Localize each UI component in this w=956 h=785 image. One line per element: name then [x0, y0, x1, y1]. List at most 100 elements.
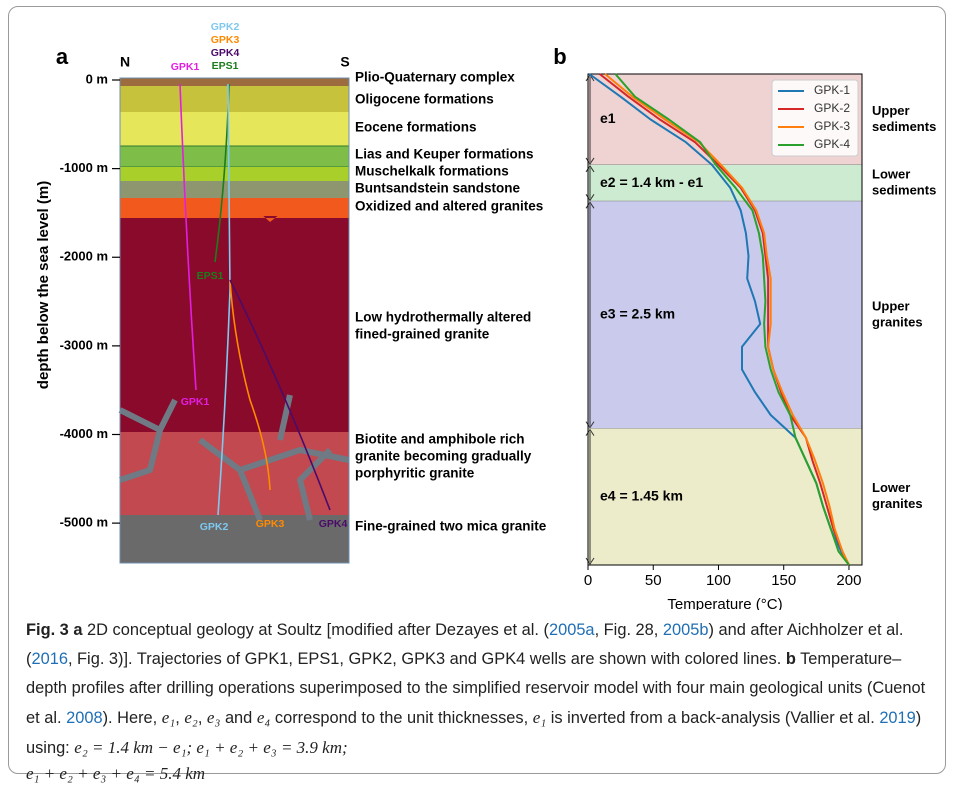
geology-layer: [120, 181, 349, 198]
x-tick-label: 200: [836, 572, 861, 589]
layer-name: Fine-grained two mica granite: [355, 519, 547, 534]
caption-run: Temperature–depth profiles after drillin…: [26, 650, 926, 727]
well-label: GPK3: [211, 34, 240, 46]
x-tick-label: 50: [645, 572, 662, 589]
legend-label: GPK-2: [814, 101, 850, 115]
zone-label: e1: [600, 110, 616, 126]
geology-layer: [119, 145, 350, 168]
well-label: GPK2: [200, 521, 229, 533]
temperature-profile: [614, 73, 850, 566]
caption-run: ,: [197, 709, 207, 727]
oxidized-boundary: [120, 200, 349, 222]
well-trajectory: [229, 279, 271, 491]
caption: Fig. 3 a 2D conceptual geology at Soultz…: [26, 616, 936, 785]
caption-run: correspond to the unit thicknesses,: [270, 709, 533, 727]
zone-band: [588, 428, 862, 565]
zone-label: e3 = 2.5 km: [600, 306, 675, 322]
layer-name: Eocene formations: [355, 120, 477, 135]
y-tick-label: -4000 m: [60, 426, 108, 441]
caption-run: and: [220, 709, 257, 727]
well-label: GPK3: [256, 518, 285, 530]
y-tick-label: -2000 m: [60, 249, 108, 264]
caption-run: e₄: [256, 708, 271, 727]
layer-name: fined-grained granite: [355, 327, 490, 342]
caption-run: e₁ + e₂ + e₃ + e₄ = 5.4 km: [26, 764, 206, 783]
layer-name: granite becoming gradually: [355, 449, 532, 464]
layer-name: Oxidized and altered granites: [355, 199, 543, 214]
layer-name: Plio-Quaternary complex: [355, 70, 515, 85]
well-label: GPK4: [211, 47, 240, 59]
arrow-head: [585, 165, 595, 202]
y-axis-label: depth below the sea level (m): [35, 181, 52, 389]
temperature-profile: [604, 73, 850, 566]
arrow-head: [585, 428, 595, 565]
figure-frame: [8, 6, 946, 774]
well-label: GPK1: [181, 396, 210, 408]
geology-layer: [120, 167, 349, 181]
y-tick-label: -1000 m: [60, 160, 108, 175]
panel-label: a: [56, 44, 69, 69]
caption-run: e₁: [532, 708, 547, 727]
zone-label: e2 = 1.4 km - e1: [600, 174, 703, 190]
caption-run: b: [785, 650, 796, 668]
y-tick-label: -3000 m: [60, 337, 108, 352]
caption-run: 2008: [66, 709, 103, 727]
legend-label: GPK-4: [814, 137, 850, 151]
caption-run: 2016: [31, 650, 68, 668]
unit-label: sediments: [872, 183, 936, 198]
caption-run: 2019: [879, 709, 916, 727]
x-tick-label: 0: [584, 572, 592, 589]
legend-label: GPK-1: [814, 83, 850, 97]
caption-run: ). Here,: [102, 709, 162, 727]
caption-run: 2D conceptual geology at Soultz [modifie…: [82, 621, 549, 639]
unit-label: granites: [872, 496, 923, 511]
geology-layer: [120, 78, 349, 86]
granite-veins: [118, 394, 350, 522]
y-tick-label: 0 m: [86, 71, 108, 86]
well-label: GPK2: [211, 21, 240, 33]
geology-layer: [120, 86, 349, 112]
geology-layer: [120, 112, 349, 146]
well-label: EPS1: [197, 270, 224, 282]
caption-run: , Fig. 3)]. Trajectories of GPK1, EPS1, …: [67, 650, 786, 668]
x-tick-label: 100: [706, 572, 731, 589]
caption-run: 2005a: [548, 621, 595, 639]
unit-label: granites: [872, 314, 923, 329]
caption-run: ) using:: [26, 709, 922, 757]
layer-name: Biotite and amphibole rich: [355, 432, 525, 447]
caption-run: ,: [175, 709, 185, 727]
legend-box: [771, 79, 859, 157]
well-label: GPK1: [171, 61, 200, 73]
caption-run: e₁: [161, 708, 176, 727]
layer-name: Lias and Keuper formations: [355, 147, 534, 162]
geology-layer: [120, 515, 349, 563]
layer-name: Oligocene formations: [355, 92, 494, 107]
plot-frame: [587, 73, 863, 566]
caption-run: is inverted from a back-analysis (Vallie…: [546, 709, 880, 727]
north-label: N: [120, 54, 130, 70]
well-trajectory: [229, 279, 331, 511]
panel-label: b: [553, 44, 566, 69]
x-tick-label: 150: [771, 572, 796, 589]
y-tick-label: -5000 m: [60, 515, 108, 530]
caption-run: ) and after Aichholzer et al. (: [26, 621, 904, 668]
zone-band: [588, 201, 862, 429]
layer-name: Buntsandstein sandstone: [355, 181, 521, 196]
section-outline: [119, 77, 350, 564]
zone-label: e4 = 1.45 km: [600, 488, 683, 504]
caption-run: Fig. 3 a: [26, 621, 83, 639]
layer-name: porphyritic granite: [355, 466, 475, 481]
caption-run: e₂: [184, 708, 198, 727]
unit-label: Lower: [872, 167, 910, 182]
well-label: GPK4: [319, 518, 348, 530]
well-label: EPS1: [212, 60, 239, 72]
legend-label: GPK-3: [814, 119, 850, 133]
x-axis-label: Temperature (°C): [667, 596, 782, 610]
well-trajectory: [179, 83, 197, 391]
unit-label: Upper: [872, 298, 910, 313]
layer-name: Low hydrothermally altered: [355, 310, 531, 325]
unit-label: Upper: [872, 103, 910, 118]
unit-label: sediments: [872, 119, 936, 134]
